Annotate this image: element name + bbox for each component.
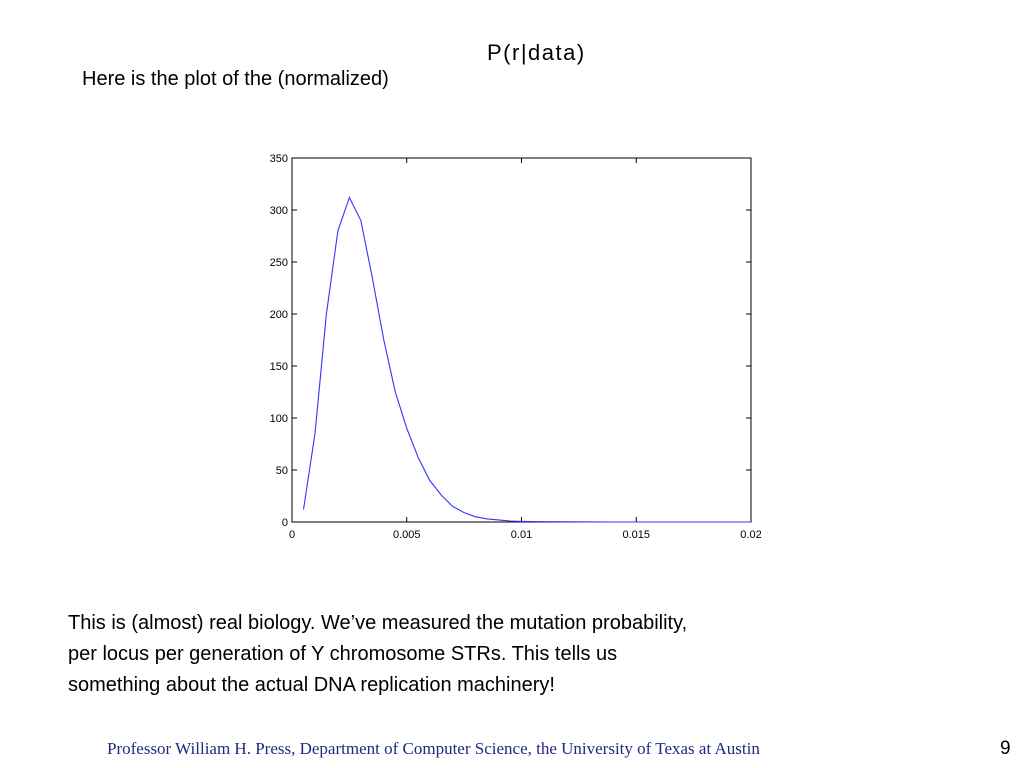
y-tick-label: 100 <box>270 413 288 425</box>
y-tick-label: 0 <box>282 517 288 529</box>
y-tick-label: 200 <box>270 309 288 321</box>
intro-text: Here is the plot of the (normalized) <box>82 68 389 90</box>
series-line <box>302 196 751 523</box>
chart-axes <box>291 157 752 523</box>
body-line-2: per locus per generation of Y chromosome… <box>68 643 618 665</box>
footer-credit: Professor William H. Press, Department o… <box>107 739 760 758</box>
chart-ticks <box>291 157 752 523</box>
density-chart: 0 0.005 0.01 0.015 0.02 0 50 100 150 200 250 300 350 <box>270 153 762 541</box>
body-paragraph: This is (almost) real biology. We’ve mea… <box>68 608 888 701</box>
y-tick-label: 50 <box>276 465 288 477</box>
x-tick-label: 0.015 <box>622 529 650 541</box>
page-number: 9 <box>1000 738 1011 759</box>
y-tick-label: 300 <box>270 205 288 217</box>
x-tick-label: 0.005 <box>393 529 421 541</box>
x-tick-label: 0.02 <box>740 529 761 541</box>
body-line-3: something about the actual DNA replicati… <box>68 674 555 696</box>
formula-text: P(r|data) <box>487 40 586 65</box>
chart-tick-labels: 0 0.005 0.01 0.015 0.02 0 50 100 150 200 250 300 350 <box>270 153 762 541</box>
y-tick-label: 150 <box>270 361 288 373</box>
y-tick-label: 350 <box>270 153 288 165</box>
y-tick-label: 250 <box>270 257 288 269</box>
x-tick-label: 0 <box>289 529 295 541</box>
body-line-1: This is (almost) real biology. We’ve mea… <box>68 612 688 634</box>
chart-series <box>302 196 751 523</box>
plot-frame <box>291 157 752 523</box>
x-tick-label: 0.01 <box>511 529 532 541</box>
